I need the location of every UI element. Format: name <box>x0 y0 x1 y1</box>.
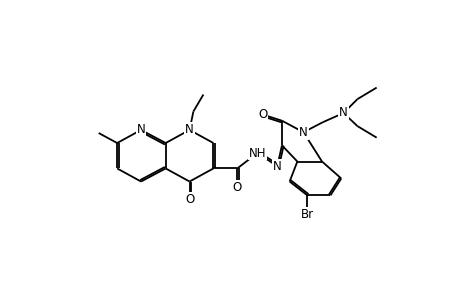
Text: N: N <box>185 123 194 136</box>
Text: N: N <box>272 160 281 172</box>
Text: O: O <box>185 193 194 206</box>
Text: O: O <box>232 181 241 194</box>
Text: O: O <box>257 108 267 121</box>
Text: N: N <box>136 123 145 136</box>
Text: Br: Br <box>300 208 313 221</box>
Text: N: N <box>298 126 307 139</box>
Text: NH: NH <box>248 146 265 160</box>
Text: N: N <box>338 106 347 119</box>
